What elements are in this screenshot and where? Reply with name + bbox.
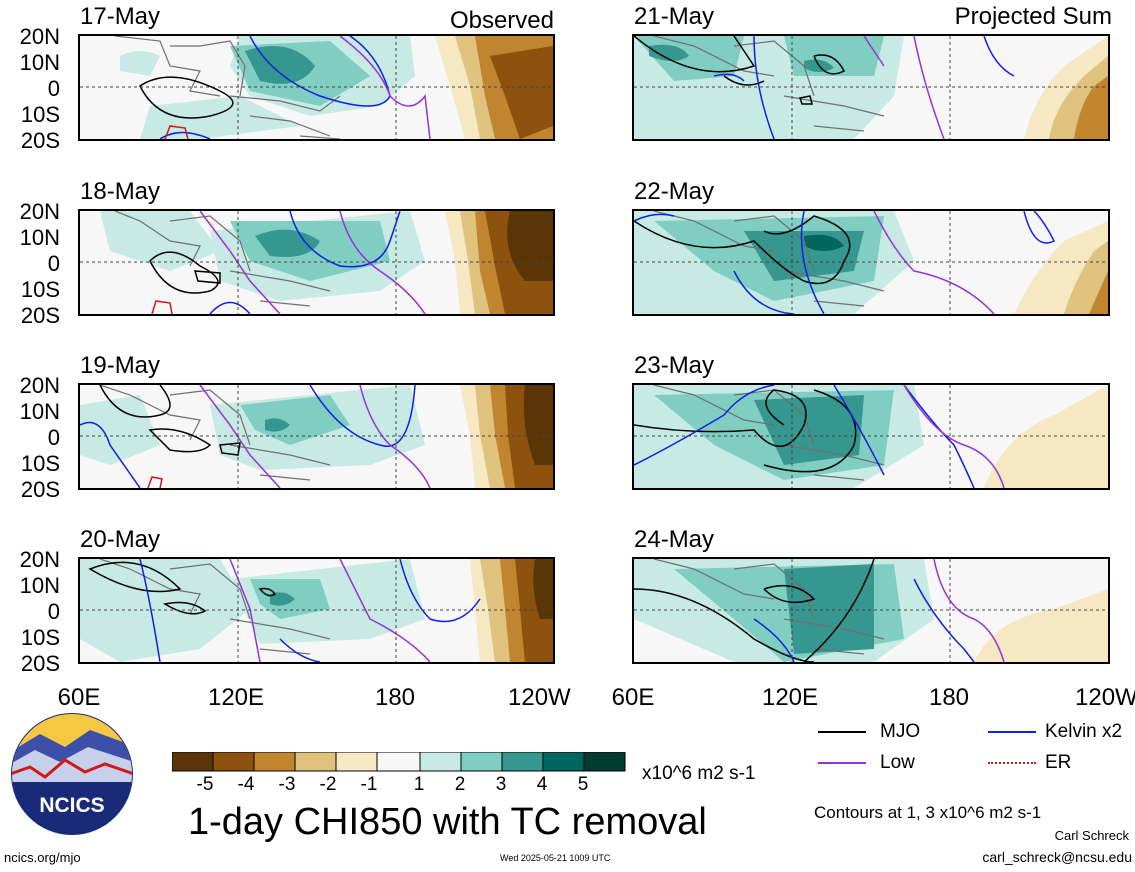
colorbar-swatch — [172, 752, 214, 772]
lat-label: 10S — [20, 451, 60, 476]
legend-label-low: Low — [880, 752, 915, 773]
panel-tag-observed: Observed — [449, 7, 554, 34]
legend-line-low — [818, 762, 866, 764]
panel-date: 21-May — [634, 3, 715, 30]
lat-label: 10N — [19, 225, 60, 250]
colorbar-swatch — [253, 752, 296, 772]
lat-label: 10N — [19, 573, 60, 598]
lon-label: 60E — [57, 684, 101, 711]
panel-date: 17-May — [80, 3, 161, 30]
lat-label: 20N — [19, 24, 60, 49]
lat-label: 10S — [20, 625, 60, 650]
contours-note: Contours at 1, 3 x10^6 m2 s-1 — [814, 803, 1042, 822]
colorbar-swatch — [542, 752, 585, 772]
map-frame — [78, 209, 555, 316]
lat-label: 0 — [47, 425, 60, 450]
lon-label: 120E — [761, 684, 819, 711]
lat-label: 20N — [19, 373, 60, 398]
lon-label: 120W — [1075, 686, 1135, 710]
colorbar-tick-label: -4 — [237, 774, 255, 795]
panel-date: 19-May — [80, 352, 161, 379]
lon-label: 120W — [508, 684, 571, 711]
panel-date: 23-May — [634, 352, 715, 379]
panel-date: 22-May — [634, 178, 715, 205]
colorbar-tick-label: 2 — [454, 774, 466, 795]
lat-label: 20S — [20, 303, 60, 328]
map-field — [634, 211, 1108, 314]
author-name: Carl Schreck — [1054, 828, 1129, 843]
map-frame — [78, 34, 555, 141]
logo-text: NCICS — [39, 794, 104, 817]
lat-label: 0 — [47, 251, 60, 276]
legend-label-kelvin: Kelvin x2 — [1045, 721, 1123, 742]
author-email: carl_schreck@ncsu.edu — [982, 849, 1132, 865]
lat-label: 0 — [47, 599, 60, 624]
panel-date: 24-May — [634, 526, 715, 553]
colorbar-swatches — [172, 752, 626, 772]
map-frame — [632, 34, 1110, 141]
colorbar-swatch — [294, 752, 337, 772]
colorbar-swatch — [335, 752, 378, 772]
colorbar-swatch — [419, 752, 462, 772]
map-frame — [632, 557, 1110, 664]
lon-label: 60E — [611, 684, 655, 711]
colorbar-swatch — [583, 752, 626, 772]
legend-label-mjo: MJO — [880, 721, 921, 742]
colorbar-swatch — [460, 752, 503, 772]
map-field — [634, 385, 1108, 488]
colorbar-tick-label: 1 — [413, 774, 425, 795]
lat-label: 20N — [19, 547, 60, 572]
map-field — [80, 211, 553, 314]
map-frame — [78, 557, 555, 664]
legend-line-mjo — [818, 731, 866, 733]
legend-line-er — [988, 762, 1036, 764]
generated-timestamp: Wed 2025-05-21 1009 UTC — [500, 853, 611, 863]
colorbar-swatch — [212, 752, 255, 772]
lat-label: 10N — [19, 50, 60, 75]
panel-tag-projected: Projected Sum — [954, 3, 1112, 30]
lat-label: 10S — [20, 277, 60, 302]
map-field — [80, 36, 553, 139]
map-frame — [632, 209, 1110, 316]
colorbar-tick-label: 3 — [495, 774, 507, 795]
lat-label: 20S — [20, 128, 60, 153]
lat-label: 10S — [20, 102, 60, 127]
ncics-logo: NCICS — [10, 712, 134, 836]
lon-label: 180 — [374, 684, 416, 711]
colorbar-tick-label: -2 — [319, 774, 337, 795]
colorbar-tick-label: 4 — [536, 774, 548, 795]
colorbar-swatch — [501, 752, 544, 772]
map-field — [634, 559, 1108, 662]
lat-label: 20S — [20, 651, 60, 676]
lat-label: 0 — [47, 76, 60, 101]
legend-label-er: ER — [1045, 752, 1072, 773]
map-field — [80, 385, 553, 488]
colorbar-tick-label: -5 — [196, 774, 214, 795]
colorbar-swatch — [376, 752, 421, 772]
figure-title: 1-day CHI850 with TC removal — [188, 801, 707, 843]
panel-date: 18-May — [80, 178, 161, 205]
map-field — [80, 559, 553, 662]
lon-label: 180 — [928, 684, 970, 711]
colorbar-tick-label: 5 — [577, 774, 589, 795]
panel-date: 20-May — [80, 526, 161, 553]
lat-label: 20N — [19, 199, 60, 224]
map-frame — [632, 383, 1110, 490]
map-frame — [78, 383, 555, 490]
lat-label: 10N — [19, 399, 60, 424]
legend-line-kelvin — [988, 731, 1036, 733]
lat-label: 20S — [20, 477, 60, 502]
colorbar-tick-label: -3 — [278, 774, 296, 795]
colorbar-tick-label: -1 — [360, 774, 378, 795]
colorbar-units: x10^6 m2 s-1 — [642, 763, 756, 784]
ncics-logo-graphic: NCICS — [11, 713, 133, 835]
map-field — [634, 36, 1108, 139]
site-url: ncics.org/mjo — [4, 850, 81, 865]
lon-label: 120E — [207, 684, 265, 711]
